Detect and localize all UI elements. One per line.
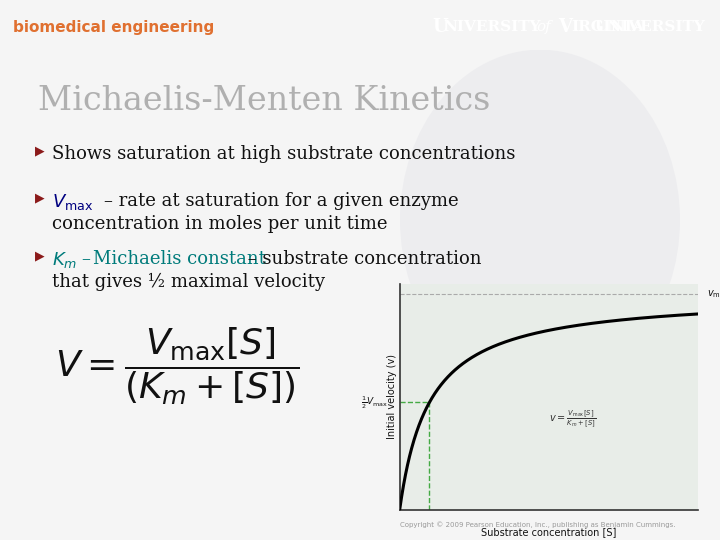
Text: ▶: ▶ xyxy=(35,145,45,158)
Text: $\frac{1}{2}V_{\mathrm{max}}$: $\frac{1}{2}V_{\mathrm{max}}$ xyxy=(361,394,387,410)
Text: of: of xyxy=(536,21,551,35)
Ellipse shape xyxy=(400,50,680,390)
Text: ▶: ▶ xyxy=(35,192,45,205)
Text: Michaelis-Menten Kinetics: Michaelis-Menten Kinetics xyxy=(38,85,490,117)
Text: that gives ½ maximal velocity: that gives ½ maximal velocity xyxy=(52,273,325,291)
X-axis label: Substrate concentration [S]: Substrate concentration [S] xyxy=(481,527,617,537)
Text: IRGINIA: IRGINIA xyxy=(571,21,644,35)
Text: Shows saturation at high substrate concentrations: Shows saturation at high substrate conce… xyxy=(52,145,516,163)
Text: $V = \dfrac{V_{\mathrm{max}}[S]}{(K_m + [S])}$: $V = \dfrac{V_{\mathrm{max}}[S]}{(K_m + … xyxy=(55,325,299,407)
Text: $v_{\mathrm{max}}$: $v_{\mathrm{max}}$ xyxy=(707,288,720,300)
Text: – rate at saturation for a given enzyme: – rate at saturation for a given enzyme xyxy=(104,192,459,210)
Text: $V_{\mathrm{max}}$: $V_{\mathrm{max}}$ xyxy=(52,192,94,212)
Text: $K_m$: $K_m$ xyxy=(422,538,437,540)
Y-axis label: Initial velocity (v): Initial velocity (v) xyxy=(387,354,397,440)
Text: ▶: ▶ xyxy=(35,250,45,263)
Text: $K_m$: $K_m$ xyxy=(52,250,77,270)
Text: Michaelis constant: Michaelis constant xyxy=(93,250,266,268)
Text: $v = \frac{V_{\mathrm{max}}[S]}{K_m + [S]}$: $v = \frac{V_{\mathrm{max}}[S]}{K_m + [S… xyxy=(549,409,596,430)
Text: V: V xyxy=(558,18,572,36)
Text: biomedical engineering: biomedical engineering xyxy=(13,20,215,35)
Text: UNIVERSITY: UNIVERSITY xyxy=(595,21,706,35)
Text: Copyright © 2009 Pearson Education, Inc., publishing as Benjamin Cummings.: Copyright © 2009 Pearson Education, Inc.… xyxy=(400,521,675,528)
Text: concentration in moles per unit time: concentration in moles per unit time xyxy=(52,215,387,233)
Text: U: U xyxy=(432,18,448,36)
Text: NIVERSITY: NIVERSITY xyxy=(443,21,540,35)
Text: – substrate concentration: – substrate concentration xyxy=(242,250,482,268)
Text: –: – xyxy=(82,250,96,268)
